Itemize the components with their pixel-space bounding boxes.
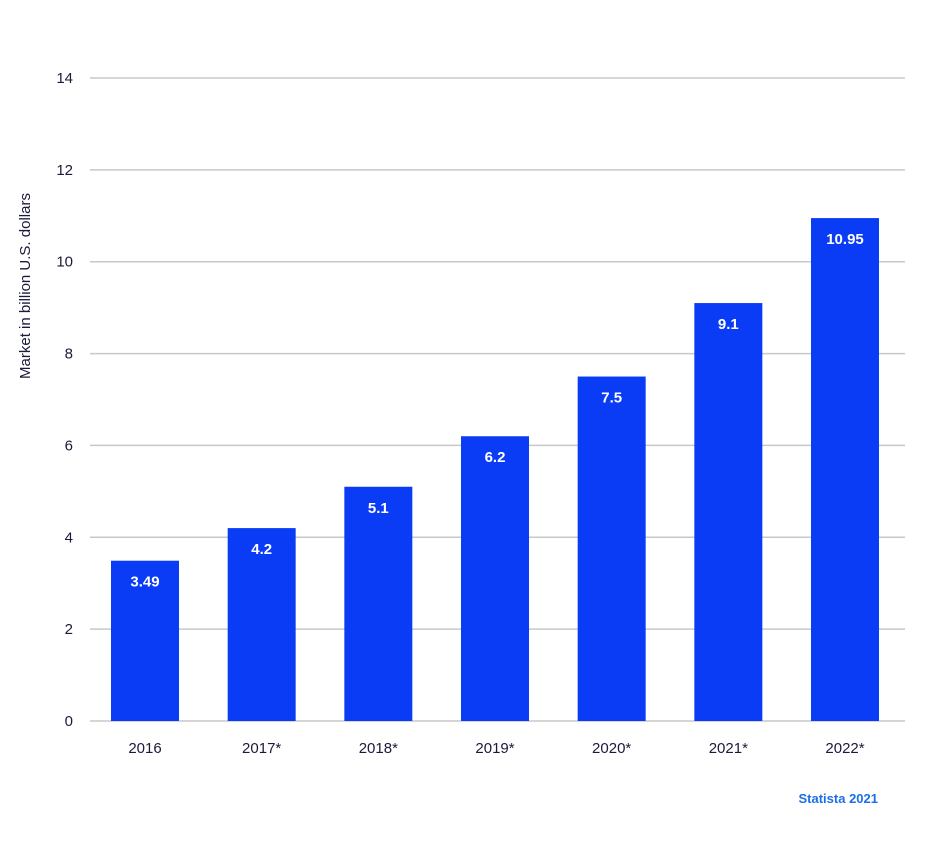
bar-value-label: 10.95: [826, 231, 864, 248]
x-tick-label: 2016: [128, 740, 161, 757]
y-tick-label: 6: [65, 437, 73, 454]
bar-2017*[interactable]: [227, 528, 296, 721]
y-axis-ticks: 0 2 4 6 8 10 12 14: [56, 70, 73, 730]
bar-2020*[interactable]: [577, 376, 646, 721]
bar-value-label: 3.49: [130, 574, 159, 591]
bar-2016[interactable]: [111, 560, 179, 721]
source-credit[interactable]: Statista 2021: [798, 791, 879, 806]
x-tick-label: 2019*: [475, 740, 514, 757]
y-tick-label: 4: [65, 529, 73, 546]
x-tick-label: 2017*: [242, 740, 281, 757]
bar-value-label: 9.1: [718, 316, 739, 333]
bar-2018*[interactable]: [344, 486, 413, 721]
y-tick-label: 14: [56, 70, 73, 87]
y-tick-label: 10: [56, 254, 73, 271]
x-tick-label: 2021*: [709, 740, 748, 757]
bar-value-label: 7.5: [601, 390, 622, 407]
x-tick-label: 2018*: [359, 740, 398, 757]
x-tick-label: 2022*: [825, 740, 864, 757]
x-tick-label: 2020*: [592, 740, 631, 757]
bar-value-label: 4.2: [251, 541, 272, 558]
y-tick-label: 2: [65, 621, 73, 638]
y-tick-label: 0: [65, 713, 73, 730]
y-axis-label: Market in billion U.S. dollars: [17, 193, 34, 379]
y-tick-label: 8: [65, 346, 73, 363]
bar-2022*[interactable]: [811, 218, 879, 721]
bars: 3.49 4.2 5.1 6.2 7.5 9.1 10.95: [111, 218, 879, 721]
bar-2019*[interactable]: [461, 436, 529, 721]
bar-2021*[interactable]: [694, 303, 763, 721]
x-axis-labels: 2016 2017* 2018* 2019* 2020* 2021* 2022*: [128, 740, 864, 757]
bar-value-label: 5.1: [368, 500, 389, 517]
y-tick-label: 12: [56, 162, 73, 179]
bar-value-label: 6.2: [485, 449, 506, 466]
